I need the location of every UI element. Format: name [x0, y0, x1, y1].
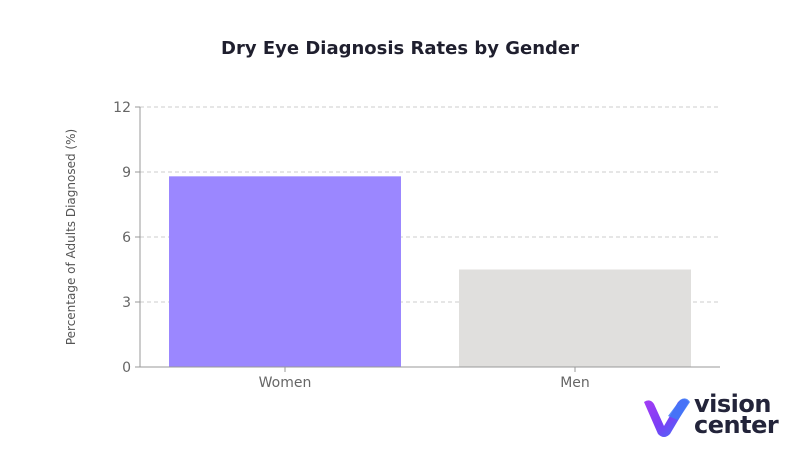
logo-text-line1: vision: [694, 390, 771, 418]
x-tick-label-women: Women: [259, 375, 312, 391]
y-tick-label: 9: [122, 165, 131, 181]
x-tick-labels: Women Men: [259, 367, 590, 391]
bars: [169, 176, 691, 367]
vision-center-logo: vision center: [640, 390, 790, 440]
y-tick-label: 0: [122, 360, 131, 376]
y-tick-label: 6: [122, 230, 131, 246]
bar-men: [459, 269, 691, 367]
x-tick-label-men: Men: [560, 375, 590, 391]
y-tick-labels: 0 3 6 9 12: [113, 100, 140, 376]
y-tick-label: 3: [122, 295, 131, 311]
bar-women: [169, 176, 401, 367]
logo-text-line2: center: [694, 411, 779, 439]
chart-title: Dry Eye Diagnosis Rates by Gender: [221, 38, 579, 59]
y-axis-label: Percentage of Adults Diagnosed (%): [64, 129, 78, 345]
logo-mark-icon: [644, 398, 690, 437]
y-tick-label: 12: [113, 100, 131, 116]
